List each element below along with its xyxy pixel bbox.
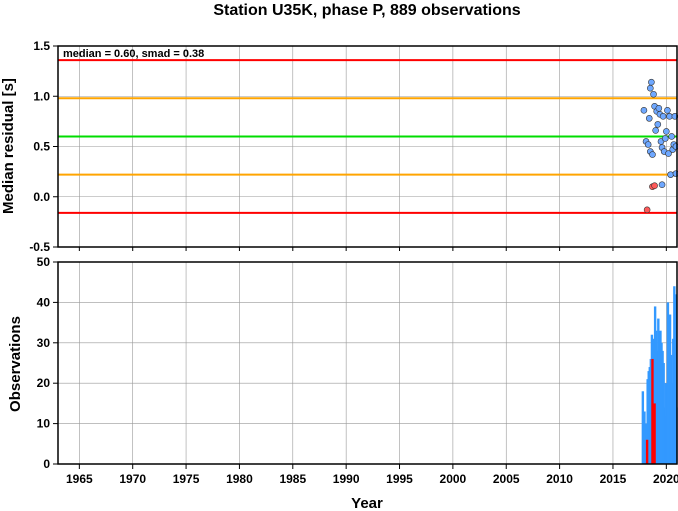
observations-bar — [641, 391, 645, 464]
x-axis-label: Year — [351, 495, 383, 511]
residual-point — [640, 107, 648, 114]
residual-y-tick-label: 0.5 — [33, 140, 50, 154]
observations-bars — [641, 286, 678, 464]
observations-y-axis-label: Observations — [7, 316, 24, 412]
chart-title: Station U35K, phase P, 889 observations — [213, 2, 520, 19]
observations-x-tick-label: 1985 — [279, 472, 306, 486]
observations-x-tick-label: 1980 — [226, 472, 253, 486]
observations-bar — [643, 411, 646, 464]
observations-bar — [651, 358, 654, 464]
residual-y-tick-label: -0.5 — [29, 240, 50, 254]
residual-point — [668, 133, 675, 140]
observations-x-ticks: 1965 1970 1975 1980 1985 1990 1995 2000 2005 2010… — [66, 464, 678, 486]
residual-point — [665, 150, 672, 157]
observations-bar — [674, 294, 677, 464]
observations-y-tick-label: 50 — [37, 255, 51, 269]
residual-point — [650, 90, 657, 98]
residual-y-axis-label: Median residual [s] — [0, 78, 17, 214]
observations-y-ticks: 0 10 20 30 40 50 — [37, 255, 58, 471]
residual-point — [643, 206, 651, 214]
observations-plot-area — [58, 262, 677, 464]
stats-annotation: median = 0.60, smad = 0.38 — [63, 48, 204, 60]
residual-point — [659, 113, 667, 120]
observations-y-tick-label: 20 — [37, 376, 51, 390]
residual-point — [645, 115, 653, 122]
residual-point — [652, 127, 659, 134]
observations-x-tick-label: 1970 — [119, 472, 146, 486]
residual-x-ticks — [78, 247, 667, 251]
observations-x-tick-label: 2000 — [440, 472, 467, 486]
residual-point — [651, 182, 658, 189]
observations-x-tick-label: 2015 — [600, 472, 627, 486]
residual-y-tick-label: 1.5 — [33, 39, 50, 53]
residual-point — [649, 151, 656, 158]
residual-y-tick-label: 1.0 — [33, 89, 50, 103]
observations-x-tick-label: 1990 — [333, 472, 360, 486]
residual-point — [644, 141, 652, 148]
observations-bar — [653, 403, 656, 464]
observations-y-tick-label: 10 — [37, 417, 51, 431]
observations-x-tick-label: 2020 — [653, 472, 678, 486]
observations-x-tick-label: 1965 — [66, 472, 93, 486]
observations-y-tick-label: 0 — [43, 457, 50, 471]
residual-point — [663, 128, 670, 135]
residual-reference-lines — [58, 59, 677, 214]
residual-y-ticks: -0.5 0.0 0.5 1.0 1.5 — [29, 39, 58, 254]
observations-y-tick-label: 30 — [37, 336, 51, 350]
observations-y-tick-label: 40 — [37, 295, 51, 309]
observations-bar — [645, 439, 649, 464]
residual-point — [654, 121, 662, 128]
residual-point — [658, 181, 666, 188]
residual-panel: -0.5 0.0 0.5 1.0 1.5 median = 0.60, smad = 0… — [0, 39, 678, 254]
residual-point — [648, 78, 655, 86]
residual-y-tick-label: 0.0 — [33, 190, 50, 204]
residual-point — [664, 107, 671, 114]
residual-point — [647, 84, 654, 92]
observations-panel: 0 10 20 30 40 50 1965 1970 1975 1980 1985 1990 1995… — [7, 255, 678, 511]
observations-x-tick-label: 2005 — [493, 472, 520, 486]
residual-point — [655, 105, 663, 112]
observations-x-tick-label: 2010 — [546, 472, 573, 486]
observations-plot-frame — [57, 261, 678, 465]
observations-x-tick-label: 1995 — [386, 472, 413, 486]
observations-x-tick-label: 1975 — [173, 472, 200, 486]
residual-point — [667, 171, 674, 178]
residual-point — [661, 135, 669, 142]
